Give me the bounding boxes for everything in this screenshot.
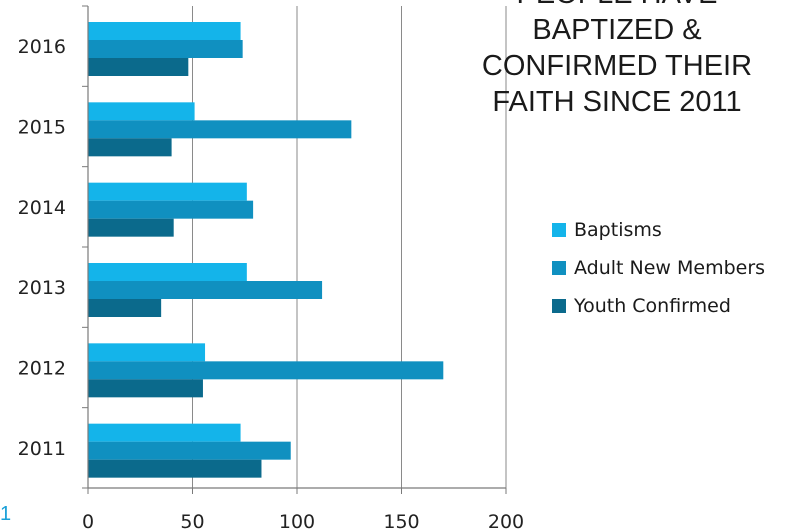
legend-label: Youth Confirmed: [573, 295, 731, 317]
x-tick-label: 200: [488, 511, 524, 531]
bar: [88, 182, 247, 201]
bar: [88, 423, 241, 442]
corner-text: 1: [0, 503, 12, 525]
bar: [88, 102, 195, 121]
bar: [88, 263, 247, 281]
y-tick-label: 2012: [18, 358, 66, 380]
gridlines: [192, 6, 507, 488]
x-tick-label: 0: [82, 511, 94, 531]
bars: [88, 22, 444, 478]
bar: [88, 218, 174, 237]
y-tick-label: 2015: [18, 117, 66, 139]
chart-title: PEOPLE HAVE BAPTIZED & CONFIRMED THEIR FAIT…: [482, 0, 752, 118]
x-tick-labels: 0 50 100 150 200: [82, 511, 524, 531]
bar: [88, 138, 172, 157]
legend: Baptisms Adult New Members Youth Confirmed: [552, 219, 765, 317]
title-line: FAITH SINCE 2011: [492, 86, 741, 118]
y-tick-label: 2011: [18, 438, 66, 460]
legend-label: Adult New Members: [574, 257, 765, 279]
axes: [82, 5, 507, 494]
bar: [88, 281, 323, 299]
bar: [88, 22, 241, 40]
bar: [88, 299, 162, 317]
bar: [88, 200, 254, 219]
x-tick-label: 50: [180, 511, 204, 531]
title-line: CONFIRMED THEIR: [482, 50, 752, 82]
y-tick-label: 2014: [18, 197, 66, 219]
y-tick-label: 2016: [18, 36, 66, 58]
x-tick-label: 150: [383, 511, 419, 531]
title-line: PEOPLE HAVE: [517, 0, 718, 10]
y-tick-label: 2013: [18, 277, 66, 299]
bar: [88, 379, 203, 398]
bar: [88, 120, 352, 139]
bar: [88, 459, 262, 478]
bar: [88, 343, 206, 362]
legend-swatch: [552, 223, 566, 237]
x-tick-label: 100: [279, 511, 315, 531]
title-line: BAPTIZED &: [532, 14, 701, 46]
bar: [88, 58, 189, 76]
legend-swatch: [552, 261, 566, 275]
y-tick-labels: 2011 2012 2013 2014 2015 2016: [18, 36, 66, 460]
legend-swatch: [552, 299, 566, 313]
bar: [88, 361, 444, 380]
bar: [88, 441, 291, 460]
legend-label: Baptisms: [574, 219, 662, 241]
bar: [88, 40, 243, 58]
